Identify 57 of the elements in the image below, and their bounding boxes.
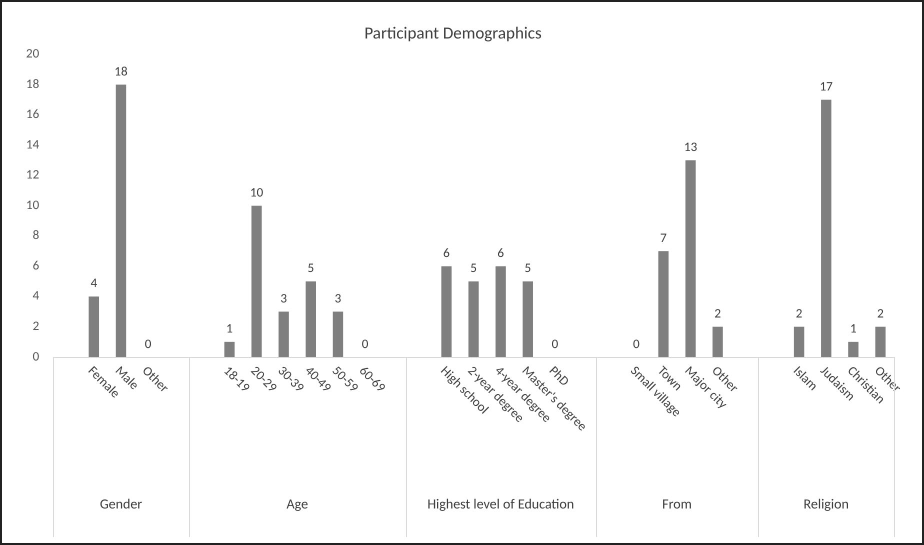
text: From [662,496,692,512]
bar [441,266,452,357]
y-tick-label: 20 [26,46,40,62]
y-tick-label: 14 [26,137,40,152]
data-label: 18 [114,64,128,80]
text: Age [286,496,308,512]
y-tick-label: 4 [32,288,40,304]
bar [794,326,804,357]
data-label: 0 [633,336,640,352]
y-tick-label: 2 [32,318,40,334]
data-label: 5 [524,261,532,276]
data-label: 0 [144,336,152,352]
bar [658,251,669,357]
data-label: 6 [497,246,504,261]
y-tick-label: 0 [32,349,40,364]
data-label: 2 [877,306,884,322]
text: Gender [100,496,142,512]
bar [821,100,832,357]
data-label: 0 [552,336,559,352]
bar [712,326,723,357]
y-tick-label: 10 [26,198,40,213]
data-label: 17 [820,80,834,95]
data-label: 7 [660,230,668,246]
y-tick-label: 12 [26,168,40,183]
data-label: 1 [226,322,233,337]
bar [332,312,344,357]
bar [306,281,316,357]
data-label: 6 [443,246,450,261]
bar [875,326,886,357]
text: Religion [804,496,849,512]
y-tick-label: 8 [32,228,40,244]
y-tick-label: 6 [32,258,40,274]
data-label: 1 [850,322,857,337]
data-label: 3 [334,291,342,306]
data-label: 5 [308,261,314,276]
data-label: 5 [470,261,477,276]
data-label: 0 [362,336,369,352]
data-label: 13 [684,140,698,156]
y-tick-label: 18 [26,76,40,92]
data-label: 2 [714,306,722,322]
bar [522,281,533,357]
bar [88,296,100,357]
data-label: 4 [90,276,98,292]
bar [496,266,506,357]
data-label: 3 [280,291,288,306]
chart-title: Participant Demographics [364,22,542,44]
bar [848,342,858,357]
data-label: 10 [250,185,264,200]
bar [116,84,126,357]
bar [685,160,696,357]
bar [251,206,262,357]
data-label: 2 [796,306,803,322]
bar [468,281,479,357]
text: Highest level of Education [427,496,574,512]
bar [278,312,289,357]
bar [224,342,235,357]
y-tick-label: 16 [26,107,40,122]
